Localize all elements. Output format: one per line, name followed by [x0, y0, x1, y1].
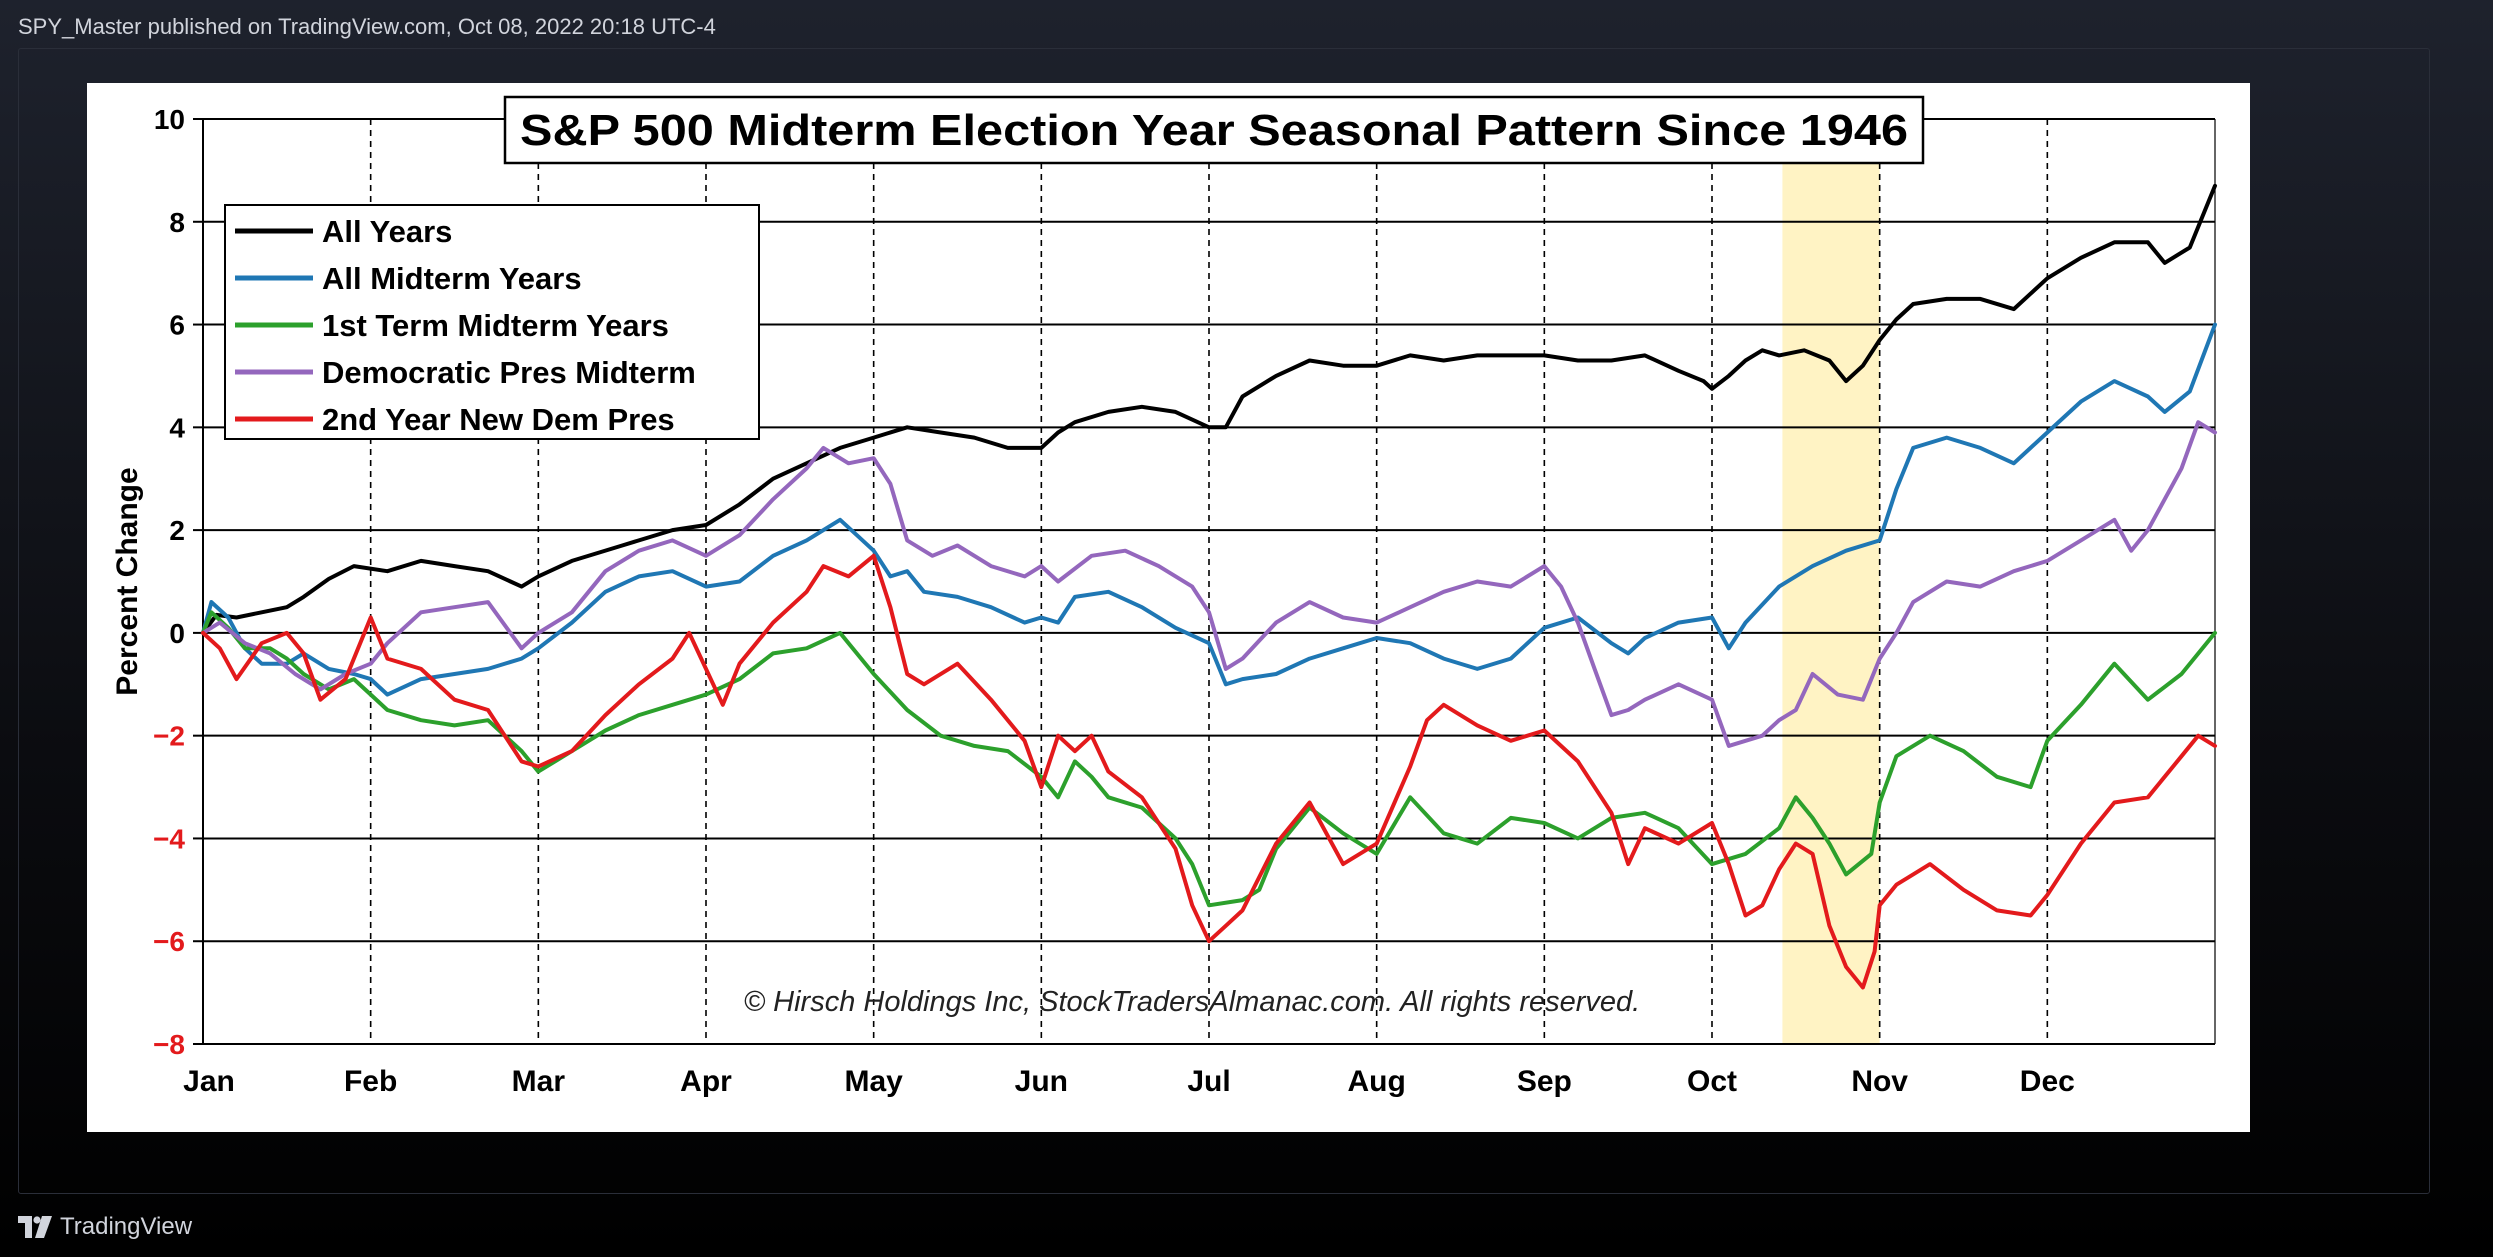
series-line-2 — [201, 322, 2217, 697]
chart-frame — [18, 48, 2430, 1194]
y-tick-label: 10 — [154, 104, 185, 135]
legend-entry: All Years — [322, 214, 452, 249]
legend: All Years All Midterm Years 1st Term Midte… — [224, 204, 760, 440]
y-tick-label: 8 — [169, 207, 185, 238]
legend-entry: All Midterm Years — [322, 261, 582, 296]
y-tick-label: −8 — [153, 1029, 185, 1060]
chart-image: 10 8 6 4 2 0 −2 −4 −6 −8 Jan Feb Mar Apr May Jun Jul Aug S… — [87, 83, 2250, 1132]
title-box — [503, 95, 1925, 165]
y-tick-label: −6 — [153, 926, 185, 957]
highlight-band — [1782, 119, 1880, 1044]
chart-title: S&P 500 Midterm Election Year Seasonal P… — [520, 106, 1908, 155]
x-tick-label: Apr — [680, 1065, 732, 1098]
y-tick-label: 6 — [169, 310, 185, 341]
legend-box — [224, 204, 760, 440]
y-tick-label: −2 — [153, 721, 185, 752]
chart-title-group: S&P 500 Midterm Election Year Seasonal P… — [503, 95, 1925, 165]
x-tick-label: Jan — [183, 1065, 235, 1098]
x-tick-label: Jul — [1187, 1065, 1230, 1098]
y-tick-label: 4 — [169, 412, 185, 443]
x-tick-label: Aug — [1348, 1065, 1406, 1098]
legend-entry: 1st Term Midterm Years — [322, 308, 669, 343]
x-tick-label: Oct — [1687, 1065, 1737, 1098]
publisher-line: SPY_Master published on TradingView.com,… — [18, 14, 716, 39]
x-tick-label: Feb — [344, 1065, 397, 1098]
y-axis-label: Percent Change — [111, 467, 144, 695]
seasonal-chart: 10 8 6 4 2 0 −2 −4 −6 −8 Jan Feb Mar Apr May Jun Jul Aug S… — [111, 95, 2217, 1098]
x-tick-label: Nov — [1851, 1065, 1908, 1098]
copyright-watermark: © Hirsch Holdings Inc, StockTradersAlman… — [744, 986, 1641, 1018]
x-tick-label: Jun — [1015, 1065, 1068, 1098]
footer-brand-label: TradingView — [60, 1213, 193, 1240]
y-tick-label: 2 — [169, 515, 185, 546]
series-line-4 — [201, 420, 2217, 748]
footer-brand[interactable]: TradingView — [18, 1212, 192, 1242]
legend-entry: Democratic Pres Midterm — [322, 355, 696, 390]
y-tick-label: −4 — [153, 823, 185, 854]
x-tick-label: May — [844, 1065, 903, 1098]
x-tick-label: Mar — [512, 1065, 566, 1098]
legend-entry: 2nd Year New Dem Pres — [322, 402, 675, 437]
tradingview-logo-icon — [18, 1216, 52, 1238]
series-line-5 — [201, 553, 2217, 990]
series-line-3 — [201, 610, 2217, 908]
y-tick-label: 0 — [169, 618, 185, 649]
series-line-1 — [201, 183, 2217, 635]
x-tick-label: Sep — [1517, 1065, 1572, 1098]
x-tick-label: Dec — [2020, 1065, 2075, 1098]
